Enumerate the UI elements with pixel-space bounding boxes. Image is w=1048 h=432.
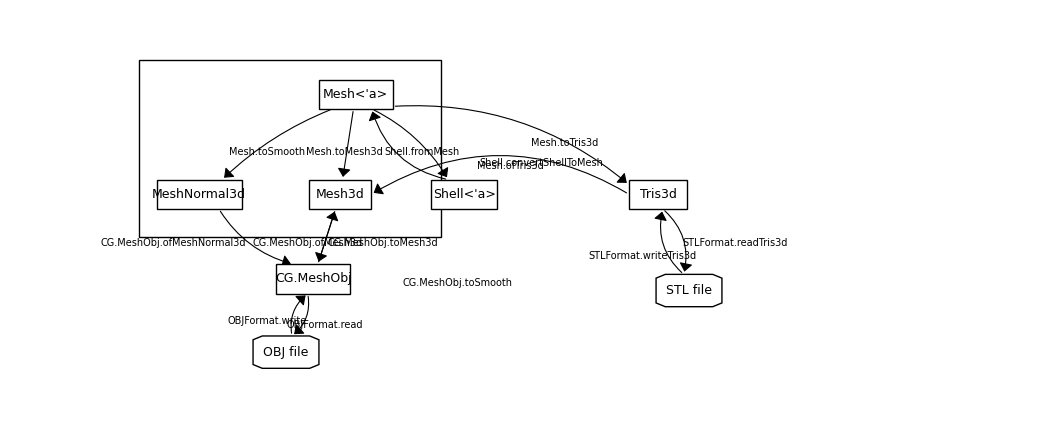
FancyBboxPatch shape xyxy=(156,180,242,209)
Text: Shell.fromMesh: Shell.fromMesh xyxy=(384,147,459,157)
FancyArrowPatch shape xyxy=(319,213,337,262)
FancyArrowPatch shape xyxy=(374,110,447,177)
Text: Mesh3d: Mesh3d xyxy=(315,188,365,201)
Text: OBJ file: OBJ file xyxy=(263,346,309,359)
FancyArrowPatch shape xyxy=(339,111,353,176)
Text: STLFormat.writeTris3d: STLFormat.writeTris3d xyxy=(588,251,697,261)
FancyBboxPatch shape xyxy=(309,180,371,209)
Text: STLFormat.readTris3d: STLFormat.readTris3d xyxy=(683,238,788,248)
FancyArrowPatch shape xyxy=(374,156,627,194)
Text: Mesh.toSmooth: Mesh.toSmooth xyxy=(228,147,305,157)
Text: Mesh<'a>: Mesh<'a> xyxy=(323,88,389,101)
FancyArrowPatch shape xyxy=(224,110,330,177)
FancyArrowPatch shape xyxy=(342,271,350,282)
Text: Mesh.toMesh3d: Mesh.toMesh3d xyxy=(306,147,383,157)
FancyBboxPatch shape xyxy=(277,264,350,294)
FancyArrowPatch shape xyxy=(395,106,626,182)
Text: CG.MeshObj.toMesh3d: CG.MeshObj.toMesh3d xyxy=(328,238,438,248)
FancyArrowPatch shape xyxy=(370,112,445,179)
Text: OBJFormat.read: OBJFormat.read xyxy=(286,320,363,330)
FancyArrowPatch shape xyxy=(291,296,305,333)
FancyBboxPatch shape xyxy=(319,79,393,109)
FancyArrowPatch shape xyxy=(220,211,290,267)
Text: Mesh.ofTris3d: Mesh.ofTris3d xyxy=(478,161,544,171)
Text: CG.MeshObj.toSmooth: CG.MeshObj.toSmooth xyxy=(402,278,512,288)
Text: MeshNormal3d: MeshNormal3d xyxy=(152,188,246,201)
Text: Shell.convertShellToMesh: Shell.convertShellToMesh xyxy=(480,159,604,168)
FancyArrowPatch shape xyxy=(664,211,692,271)
FancyArrowPatch shape xyxy=(294,296,309,334)
Text: STL file: STL file xyxy=(665,284,712,297)
Polygon shape xyxy=(656,274,722,307)
Text: Mesh.toTris3d: Mesh.toTris3d xyxy=(531,138,598,148)
FancyBboxPatch shape xyxy=(629,180,687,209)
Polygon shape xyxy=(253,336,319,368)
FancyArrowPatch shape xyxy=(315,212,334,261)
FancyArrowPatch shape xyxy=(655,213,682,273)
Text: OBJFormat.write: OBJFormat.write xyxy=(227,316,306,326)
Text: Tris3d: Tris3d xyxy=(639,188,676,201)
Text: Shell<'a>: Shell<'a> xyxy=(433,188,496,201)
Text: CG.MeshObj.ofMeshNormal3d: CG.MeshObj.ofMeshNormal3d xyxy=(101,238,246,248)
FancyBboxPatch shape xyxy=(432,180,497,209)
Text: CG.MeshObj: CG.MeshObj xyxy=(275,273,351,286)
Text: CG.MeshObj.ofMesh3d: CG.MeshObj.ofMesh3d xyxy=(253,238,363,248)
